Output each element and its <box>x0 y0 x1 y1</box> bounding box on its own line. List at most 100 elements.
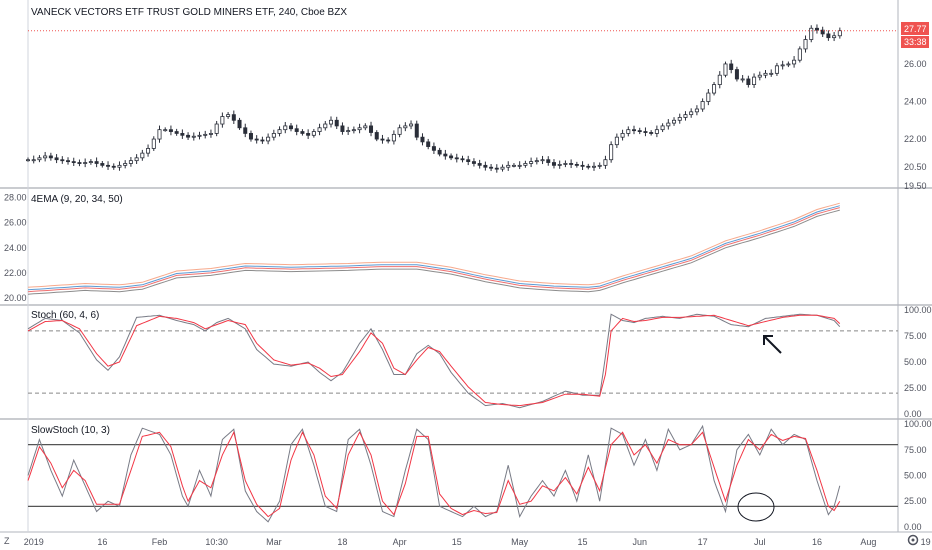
stoch-title: Stoch (60, 4, 6) <box>31 310 99 321</box>
candle-body <box>43 155 48 159</box>
candle-body <box>523 163 528 166</box>
candle-body <box>283 125 288 131</box>
candle-body <box>609 144 614 161</box>
candle-body <box>60 159 65 162</box>
candle-body <box>466 159 471 162</box>
x-axis: 2019 16 Feb 10:30 Mar 18 Apr 15 May 15 Jun 17 Jul 16 A… <box>24 537 931 547</box>
candle-body <box>483 164 488 168</box>
candle-body <box>374 132 379 140</box>
candle-body <box>626 129 631 134</box>
candle-body <box>369 125 374 133</box>
candle-body <box>723 63 728 76</box>
y-tick-label: 24.00 <box>904 97 927 107</box>
candle-body <box>660 125 665 131</box>
candle-body <box>346 130 351 133</box>
candle-body <box>123 163 128 166</box>
y-tick-label: 50.00 <box>904 357 927 367</box>
candle-body <box>597 164 602 167</box>
candle-body <box>689 111 694 116</box>
x-tick-label: Feb <box>152 537 168 547</box>
y-tick-label: 24.00 <box>4 243 27 253</box>
candle-body <box>752 76 757 86</box>
candle-body <box>386 139 391 142</box>
candle-body <box>168 129 173 132</box>
panels: 26.00 24.00 22.00 20.50 19.50 28.00 26.00 24.00… <box>0 0 932 533</box>
x-tick-label: 10:30 <box>205 537 228 547</box>
x-tick-label: May <box>511 537 529 547</box>
candle-body <box>717 74 722 86</box>
candle-body <box>426 141 431 147</box>
candle-body <box>832 35 837 39</box>
y-tick-label: 25.00 <box>904 496 927 506</box>
candle-body <box>489 166 494 169</box>
y-tick-label: 75.00 <box>904 445 927 455</box>
candle-body <box>317 127 322 132</box>
candle-body <box>431 146 436 151</box>
candle-body <box>117 164 122 168</box>
candle-body <box>586 165 591 168</box>
candle-body <box>786 63 791 66</box>
candle-body <box>471 161 476 164</box>
candle-body <box>643 131 648 133</box>
stoch-d-line <box>27 430 841 518</box>
candle-body <box>186 134 191 138</box>
candle-body <box>700 101 705 110</box>
y-tick-label: 100.00 <box>904 305 932 315</box>
x-tick-label: Aug <box>860 537 876 547</box>
timezone-corner-label[interactable]: Z <box>4 536 10 546</box>
x-tick-label: 18 <box>337 537 347 547</box>
candle-body <box>757 74 762 78</box>
candle-body <box>414 123 419 138</box>
candle-body <box>666 122 671 127</box>
candle-body <box>226 114 231 117</box>
candle-body <box>306 133 311 136</box>
candle-body <box>197 134 202 137</box>
candle-body <box>157 129 162 140</box>
candle-body <box>511 164 516 167</box>
candle-body <box>174 131 179 134</box>
candle-body <box>248 133 253 140</box>
x-tick-label: Mar <box>266 537 282 547</box>
candle-body <box>191 135 196 138</box>
candle-body <box>763 72 768 76</box>
settings-gear-icon[interactable] <box>907 534 919 546</box>
candle-body <box>334 119 339 127</box>
candle-body <box>220 116 225 125</box>
stoch-k-line <box>27 424 841 523</box>
candle-body <box>809 27 814 40</box>
x-tick-label: 16 <box>812 537 822 547</box>
candle-body <box>66 160 71 163</box>
candle-body <box>180 133 185 136</box>
candle-body <box>83 162 88 164</box>
candle-body <box>649 132 654 134</box>
candle-body <box>111 165 116 168</box>
candle-body <box>632 129 637 132</box>
candle-body <box>506 164 511 168</box>
y-tick-label: 19.50 <box>904 181 927 191</box>
candle-body <box>460 158 465 161</box>
candle-body <box>540 159 545 162</box>
candle-body <box>409 123 414 127</box>
x-tick-label: 15 <box>452 537 462 547</box>
circle-annotation <box>737 492 775 522</box>
y-tick-label: 50.00 <box>904 471 927 481</box>
candle-body <box>826 33 831 39</box>
candle-body <box>654 129 659 134</box>
candle-body <box>683 114 688 118</box>
candle-body <box>254 138 259 141</box>
candle-body <box>563 163 568 165</box>
candle-body <box>706 92 711 102</box>
candle-body <box>380 138 385 141</box>
candle-body <box>534 160 539 163</box>
candle-body <box>260 139 265 142</box>
candle-body <box>106 164 111 167</box>
candle-body <box>391 133 396 142</box>
stoch-d-line <box>27 314 841 407</box>
y-tick-label: 0.00 <box>904 409 922 419</box>
candle-body <box>77 162 82 164</box>
candle-body <box>740 78 745 81</box>
candle-body <box>100 163 105 166</box>
x-tick-label: 17 <box>698 537 708 547</box>
candle-body <box>88 161 93 163</box>
ema-title: 4EMA (9, 20, 34, 50) <box>31 194 123 205</box>
